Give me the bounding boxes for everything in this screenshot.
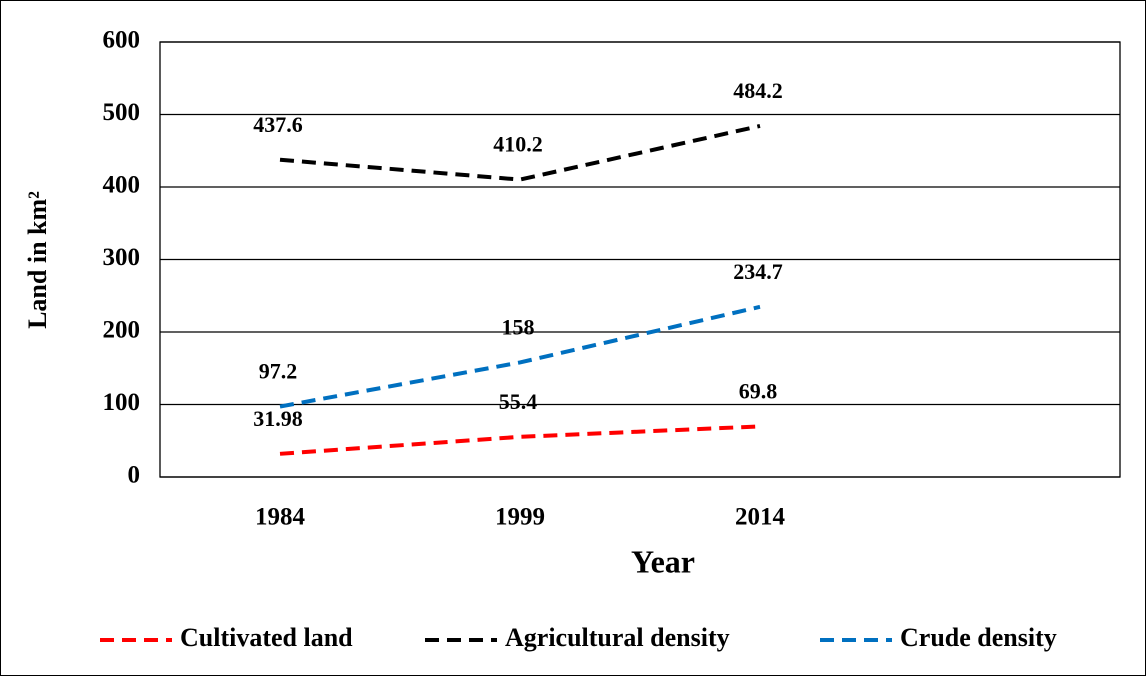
y-tick-label: 200 (103, 317, 141, 344)
data-label: 97.2 (259, 359, 298, 384)
data-label: 69.8 (739, 378, 778, 403)
data-label: 410.2 (493, 132, 543, 157)
y-tick-label: 600 (103, 27, 141, 54)
plot-area (159, 41, 1121, 478)
legend-label: Crude density (900, 623, 1057, 652)
y-tick-label: 400 (103, 172, 141, 199)
data-label: 484.2 (733, 78, 783, 103)
data-label: 234.7 (733, 259, 783, 284)
series-line (279, 304, 761, 409)
legend-label: Agricultural density (505, 623, 730, 652)
x-tick-label: 1999 (495, 504, 545, 531)
y-axis-title: Land in km² (23, 191, 52, 329)
data-label: 31.98 (253, 406, 303, 431)
series-line (279, 424, 761, 456)
legend-label: Cultivated land (180, 623, 353, 652)
x-tick-label: 2014 (735, 504, 786, 531)
y-tick-label: 300 (103, 244, 141, 271)
x-tick-label: 1984 (255, 504, 306, 531)
y-tick-label: 0 (128, 462, 141, 489)
y-tick-label: 100 (103, 389, 141, 416)
series-line (279, 124, 761, 182)
x-axis-title: Year (631, 543, 695, 579)
data-label: 158 (502, 314, 535, 339)
data-label: 437.6 (253, 112, 303, 137)
data-label: 55.4 (499, 389, 538, 414)
y-tick-label: 500 (103, 99, 141, 126)
